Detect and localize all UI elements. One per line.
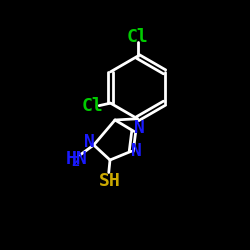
Text: SH: SH — [99, 172, 121, 190]
Text: N: N — [131, 142, 142, 160]
Text: H: H — [65, 150, 76, 168]
Text: N: N — [84, 133, 95, 151]
Text: N: N — [134, 119, 145, 137]
Text: Cl: Cl — [82, 96, 103, 114]
Text: N: N — [76, 150, 87, 168]
Text: 2: 2 — [72, 155, 80, 169]
Text: Cl: Cl — [127, 28, 148, 46]
